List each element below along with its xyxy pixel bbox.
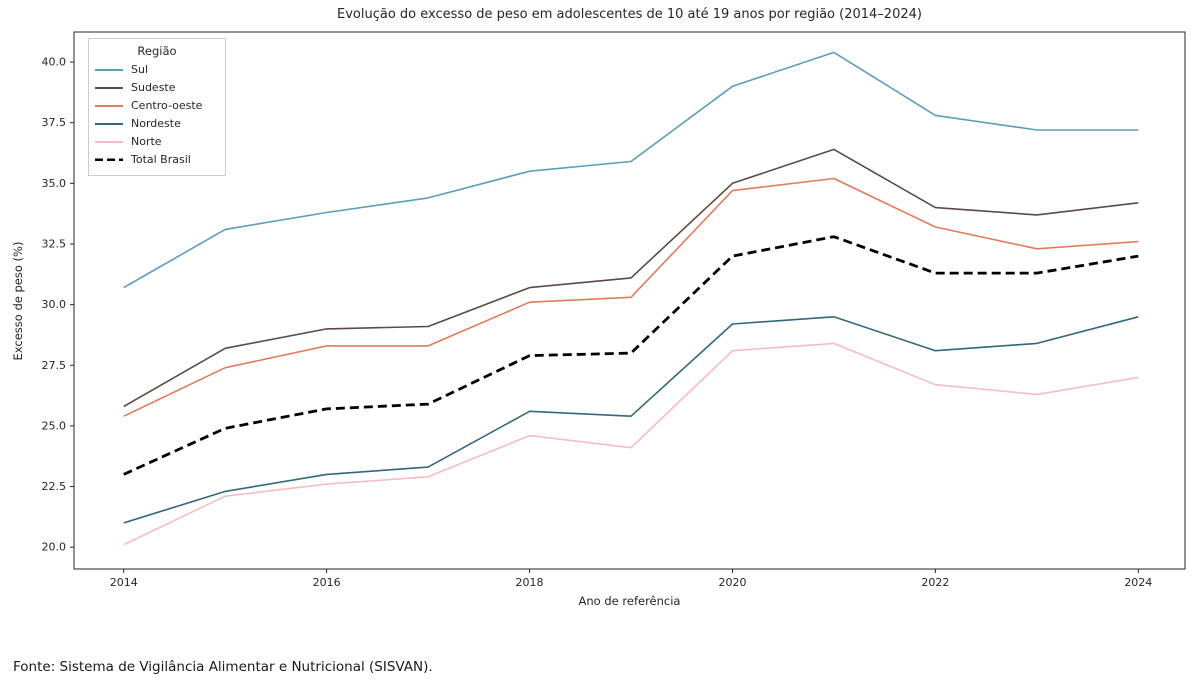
y-tick-label: 35.0 bbox=[42, 177, 67, 190]
legend-item-norte: Norte bbox=[95, 132, 219, 150]
legend-item-sudeste: Sudeste bbox=[95, 78, 219, 96]
y-tick-label: 40.0 bbox=[42, 56, 67, 69]
legend-swatch-sudeste bbox=[95, 87, 123, 89]
legend-swatch-centro-oeste bbox=[95, 105, 123, 107]
legend-label-norte: Norte bbox=[131, 134, 162, 148]
legend-item-centro-oeste: Centro-oeste bbox=[95, 96, 219, 114]
series-line-nordeste bbox=[123, 315, 1139, 524]
legend-swatch-total-brasil bbox=[95, 158, 123, 161]
x-tick-label: 2022 bbox=[921, 576, 949, 589]
series-line-sul bbox=[123, 51, 1139, 289]
legend-entries: Sul Sudeste Centro-oeste Nordeste Norte Total… bbox=[95, 60, 219, 168]
legend-swatch-norte bbox=[95, 141, 123, 143]
legend-label-sul: Sul bbox=[131, 62, 149, 76]
y-axis-label: Excesso de peso (%) bbox=[11, 241, 25, 361]
x-tick-label: 2020 bbox=[718, 576, 746, 589]
y-tick-label: 32.5 bbox=[42, 237, 67, 250]
series-line-centro-oeste bbox=[123, 177, 1139, 417]
legend-swatch-sul bbox=[95, 69, 123, 71]
y-tick-label: 27.5 bbox=[42, 359, 67, 372]
x-tick-label: 2018 bbox=[516, 576, 544, 589]
y-tick-label: 25.0 bbox=[42, 419, 67, 432]
y-tick-label: 37.5 bbox=[42, 116, 67, 129]
source-note: Fonte: Sistema de Vigilância Alimentar e… bbox=[13, 659, 433, 675]
legend-item-total-brasil: Total Brasil bbox=[95, 150, 219, 168]
legend-title: Região bbox=[137, 44, 177, 58]
legend-label-total-brasil: Total Brasil bbox=[131, 152, 191, 166]
series-line-sudeste bbox=[123, 148, 1139, 408]
legend-label-sudeste: Sudeste bbox=[131, 80, 176, 94]
x-tick-label: 2024 bbox=[1124, 576, 1152, 589]
legend-label-centro-oeste: Centro-oeste bbox=[131, 98, 203, 112]
x-axis-label: Ano de referência bbox=[578, 594, 681, 608]
legend: Região Sul Sudeste Centro-oeste Nordeste Nor… bbox=[88, 38, 226, 176]
y-tick-label: 20.0 bbox=[42, 541, 67, 554]
series-line-total-brasil bbox=[123, 235, 1139, 476]
legend-item-sul: Sul bbox=[95, 60, 219, 78]
legend-label-nordeste: Nordeste bbox=[131, 116, 181, 130]
legend-item-nordeste: Nordeste bbox=[95, 114, 219, 132]
legend-swatch-nordeste bbox=[95, 123, 123, 125]
x-tick-label: 2014 bbox=[110, 576, 138, 589]
line-chart: 20.0 22.5 25.0 27.5 30.0 32.5 35.0 37.5 40.0 2014… bbox=[42, 31, 1186, 589]
plot-border bbox=[73, 31, 1186, 570]
chart-title: Evolução do excesso de peso em adolescen… bbox=[337, 7, 922, 22]
x-tick-label: 2016 bbox=[313, 576, 341, 589]
y-tick-label: 22.5 bbox=[42, 480, 67, 493]
y-tick-label: 30.0 bbox=[42, 298, 67, 311]
series-line-norte bbox=[123, 342, 1139, 546]
